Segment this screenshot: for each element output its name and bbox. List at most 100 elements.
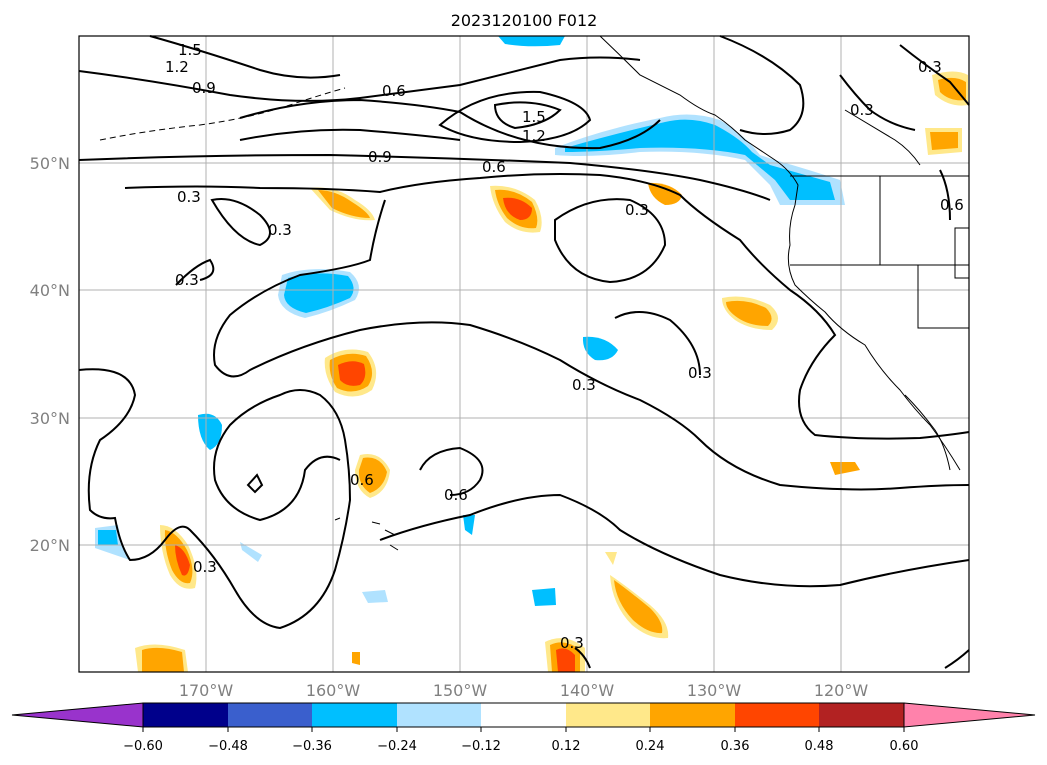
- colorbar-segment: [735, 703, 819, 727]
- colorbar-extend-max: [903, 702, 1036, 728]
- contour-label: 1.2: [522, 127, 546, 145]
- colorbar-segment: [228, 703, 312, 727]
- neg-patch: [532, 588, 556, 606]
- north-america-coastline: [599, 35, 961, 471]
- colorbar-ticks: [142, 727, 905, 732]
- lon-label-170w: 170°W: [179, 681, 234, 700]
- colorbar-tick-label: −0.24: [377, 739, 417, 754]
- pos-patch: [648, 182, 682, 205]
- hawaii-islands: [334, 517, 399, 551]
- map-panel: 1.5 1.2 0.9 0.6 1.5 1.2 0.9 0.6 0.3 0.3 …: [78, 35, 970, 673]
- lon-label-150w: 150°W: [433, 681, 488, 700]
- neg-patch: [463, 515, 475, 535]
- contour-line: [614, 311, 701, 376]
- pos-patch: [830, 462, 860, 475]
- contour-line: [899, 44, 970, 106]
- contour-label: 0.3: [560, 634, 584, 652]
- contour-label: 0.6: [940, 196, 964, 214]
- contour-line: [149, 35, 341, 79]
- colorbar-segment: [819, 703, 904, 727]
- colorbar-segment: [650, 703, 735, 727]
- contour-line: [246, 473, 264, 494]
- colorbar-tick-label: 0.12: [552, 739, 581, 754]
- contour-line: [78, 153, 771, 201]
- lat-label-40: 40°N: [30, 281, 70, 300]
- contour-label: 0.6: [382, 82, 406, 100]
- neg-patch: [98, 530, 118, 545]
- colorbar-segment: [566, 703, 650, 727]
- pos-patch: [726, 300, 772, 326]
- contour-line: [419, 446, 484, 496]
- contour-label: 1.2: [165, 58, 189, 76]
- contour-label: 0.3: [193, 558, 217, 576]
- contour-line: [175, 258, 215, 286]
- neg-patch: [284, 273, 354, 313]
- colorbar-tick-label: −0.36: [292, 739, 332, 754]
- contour-line: [493, 101, 562, 130]
- contour-label: 0.3: [850, 101, 874, 119]
- colorbar-tick-label: 0.60: [890, 739, 919, 754]
- colorbar-tick-label: 0.48: [805, 739, 834, 754]
- contour-line: [944, 649, 970, 669]
- lat-label-30: 30°N: [30, 409, 70, 428]
- colorbar-frame: [142, 702, 905, 728]
- neg-patch: [362, 590, 388, 603]
- contour-line: [124, 173, 970, 440]
- gridlines: [79, 36, 969, 672]
- contour-label: 0.3: [268, 221, 292, 239]
- contour-line: [379, 493, 970, 588]
- contour-label: 0.9: [192, 79, 216, 97]
- contour-line: [239, 98, 661, 150]
- contour-labels: 1.5 1.2 0.9 0.6 1.5 1.2 0.9 0.6 0.3 0.3 …: [165, 41, 964, 652]
- pos-patch: [503, 197, 532, 220]
- pos-patch: [142, 647, 184, 672]
- pos-patch: [318, 190, 370, 218]
- colorbar-tick-label: −0.48: [208, 739, 248, 754]
- contour-label: 0.6: [482, 158, 506, 176]
- coastlines: [99, 35, 970, 551]
- contours: [78, 35, 970, 669]
- contour-line: [839, 74, 916, 131]
- contour-label: 0.3: [177, 188, 201, 206]
- contour-label: 0.3: [688, 364, 712, 382]
- lat-label-50: 50°N: [30, 154, 70, 173]
- anomaly-shading: [95, 36, 968, 672]
- aleutian-islands: [99, 87, 346, 141]
- lon-label-140w: 140°W: [560, 681, 615, 700]
- contour-line: [438, 90, 592, 144]
- contour-label: 0.9: [368, 148, 392, 166]
- longitude-labels: 170°W 160°W 150°W 140°W 130°W 120°W: [179, 681, 869, 700]
- baja-coastline: [904, 394, 951, 471]
- contour-line: [239, 128, 461, 141]
- latitude-labels: 20°N 30°N 40°N 50°N: [30, 154, 70, 555]
- colorbar-tick-label: −0.12: [461, 739, 501, 754]
- pos-patch: [556, 648, 575, 672]
- pos-patch: [338, 361, 366, 386]
- pos-patch: [358, 457, 387, 493]
- lon-label-130w: 130°W: [687, 681, 742, 700]
- contour-label: 0.3: [625, 201, 649, 219]
- pos-patch: [614, 580, 663, 634]
- pos-patch: [938, 77, 966, 101]
- contour-label: 1.5: [178, 41, 202, 59]
- neg-patch: [498, 36, 565, 47]
- map-frame: [78, 35, 970, 673]
- colorbar: −0.60 −0.48 −0.36 −0.24 −0.12 0.12 0.24 …: [11, 702, 1036, 754]
- neg-patch: [198, 413, 222, 450]
- colorbar-segment: [143, 703, 228, 727]
- pos-patch: [605, 552, 617, 565]
- colorbar-extend-min: [11, 702, 144, 728]
- colorbar-segment: [312, 703, 397, 727]
- lon-label-120w: 120°W: [814, 681, 869, 700]
- contour-label: 0.6: [350, 471, 374, 489]
- pos-patch: [352, 652, 360, 665]
- bc-coastline: [844, 109, 921, 166]
- map-title: 2023120100 F012: [451, 11, 598, 30]
- neg-patch: [565, 119, 835, 200]
- contour-line: [719, 35, 805, 135]
- neg-patch: [240, 542, 262, 562]
- contour-line: [210, 198, 271, 247]
- colorbar-tick-label: 0.36: [721, 739, 750, 754]
- contour-line: [78, 368, 352, 630]
